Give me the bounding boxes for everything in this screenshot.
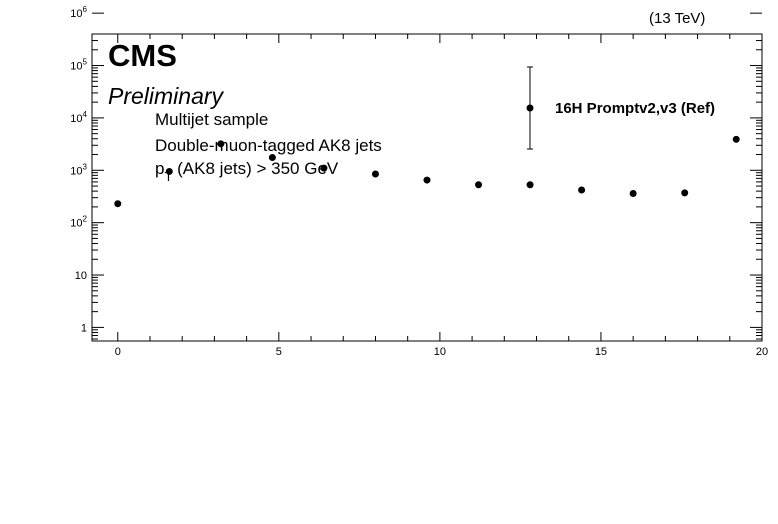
legend: 16H Promptv2,v3 (Ref) (526, 66, 715, 150)
energy-label: (13 TeV) (649, 10, 705, 27)
data-point (165, 167, 173, 175)
x-tick-label: 10 (434, 346, 446, 358)
y-tick-label-base: 10 (70, 165, 82, 177)
y-tick-label-exponent: 3 (83, 162, 88, 171)
status-label: Preliminary (108, 83, 225, 109)
data-point (732, 135, 740, 143)
legend-marker (526, 104, 534, 112)
y-tick-label-base: 10 (75, 270, 87, 282)
data-point (423, 176, 431, 184)
annotation-sample: Multijet sample (155, 110, 268, 129)
data-point (217, 140, 225, 148)
x-tick-label: 5 (276, 346, 282, 358)
y-tick-label: 10 (75, 270, 87, 282)
data-point (268, 154, 276, 162)
pt-cut-text: (AK8 jets) > 350 GeV (172, 159, 338, 178)
data-points (114, 135, 740, 208)
y-tick-label-exponent: 6 (83, 5, 88, 14)
plot-frame (91, 33, 763, 342)
data-point (475, 181, 483, 189)
y-tick-label: 103 (70, 162, 87, 177)
pt-subscript: T (164, 169, 172, 184)
y-tick-label: 104 (70, 110, 87, 125)
pt-symbol: p (155, 159, 164, 178)
y-tick-label-exponent: 4 (83, 110, 88, 119)
data-point (629, 190, 637, 198)
x-tick-label: 20 (756, 346, 768, 358)
legend-entry: 16H Promptv2,v3 (Ref) (555, 100, 715, 117)
experiment-label: CMS (108, 38, 177, 73)
annotation-pt-cut: pT (AK8 jets) > 350 GeV (155, 159, 339, 184)
data-point (371, 170, 379, 178)
y-tick-label: 106 (70, 5, 87, 20)
data-point (526, 181, 534, 189)
y-tick-label-exponent: 2 (83, 215, 88, 224)
annotation-tagging: Double-muon-tagged AK8 jets (155, 136, 382, 155)
x-tick-label: 0 (115, 346, 121, 358)
y-tick-label-base: 1 (81, 322, 87, 334)
data-point (320, 164, 328, 172)
x-tick-label: 15 (595, 346, 607, 358)
y-tick-label-exponent: 5 (83, 58, 88, 67)
y-tick-label-base: 10 (70, 8, 82, 20)
y-tick-label-base: 10 (70, 218, 82, 230)
data-point (681, 189, 689, 197)
data-point (114, 200, 122, 208)
y-tick-label: 105 (70, 58, 87, 73)
y-tick-label: 102 (70, 215, 87, 230)
x-axis-ticks: 0 5 10 15 20 (115, 34, 768, 358)
y-tick-label-base: 10 (70, 61, 82, 73)
y-tick-label-base: 10 (70, 113, 82, 125)
data-point (578, 186, 586, 194)
y-tick-label: 1 (81, 322, 87, 334)
